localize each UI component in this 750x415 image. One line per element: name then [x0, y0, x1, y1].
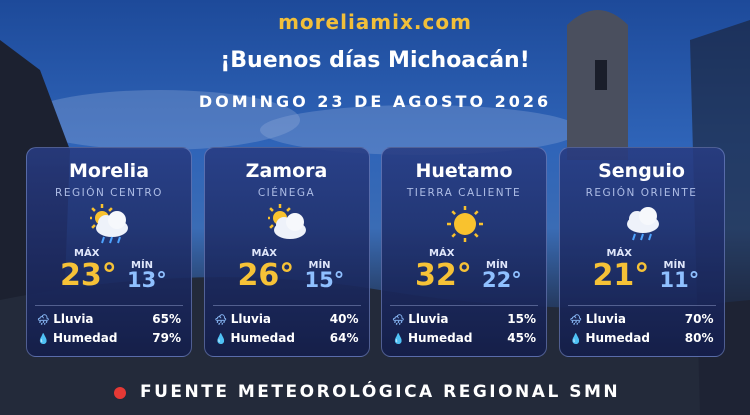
stat-row: 🌧 Lluvia 15% — [392, 312, 536, 326]
stat-value: 40% — [329, 312, 359, 326]
source: FUENTE METEOROLÓGICA REGIONAL SMN — [140, 382, 621, 402]
stat-value: 79% — [152, 331, 181, 345]
stat-value: 64% — [329, 331, 359, 345]
stat-icon: 🌧 — [214, 315, 231, 326]
date: DOMINGO 23 DE AGOSTO 2026 — [198, 92, 552, 111]
stat-label: Lluvia — [230, 312, 272, 326]
max-label: MÁX — [429, 248, 455, 259]
stat-value: 15% — [507, 312, 536, 326]
min-label: MÍN — [131, 260, 154, 271]
stat-label: Lluvia — [408, 312, 449, 326]
weather-icon — [623, 204, 665, 250]
city-card: Huetamo TIERRA CALIENTE MÁX 32° MÍN 22° 🌧 Lluv… — [381, 147, 547, 357]
red-dot — [114, 387, 126, 399]
stat-icon: 💧 — [392, 334, 408, 345]
stat-row: 💧 Humedad 64% — [215, 331, 359, 345]
max-label: MÁX — [74, 248, 100, 259]
stat-value: 65% — [152, 312, 181, 326]
min-temp: 22° — [482, 268, 522, 292]
stat-row: 🌧 Lluvia 40% — [215, 312, 359, 326]
city-name: Senguio — [598, 160, 685, 182]
stat-row: 🌧 Lluvia 70% — [570, 312, 714, 326]
region: CIÉNEGA — [257, 187, 316, 199]
city-name: Zamora — [245, 160, 328, 182]
region: REGIÓN ORIENTE — [585, 187, 698, 199]
stat-value: 45% — [507, 331, 536, 345]
max-temp: 23° — [60, 258, 117, 293]
icon — [447, 206, 483, 242]
max-label: MÁX — [251, 248, 277, 259]
stat-icon: 💧 — [214, 334, 231, 345]
stat-label: Lluvia — [585, 312, 627, 326]
weather-icon — [445, 204, 487, 250]
site-name: moreliamix.com — [278, 10, 472, 34]
city-card: Zamora CIÉNEGA MÁX 26° MÍN 15° 🌧 Lluvia 40% 💧 Hu… — [203, 147, 370, 357]
city-card: Senguio REGIÓN ORIENTE MÁX 21° MÍN 11° 🌧 Lluvi… — [558, 147, 725, 357]
icon — [88, 204, 128, 244]
stat-row: 💧 Humedad 80% — [570, 331, 714, 345]
stat-icon: 💧 — [569, 334, 586, 345]
stat-label: Lluvia — [53, 312, 94, 326]
max-temp: 32° — [415, 258, 472, 293]
stat-value: 70% — [684, 312, 714, 326]
city-name: Huetamo — [415, 160, 513, 182]
icon — [265, 204, 306, 239]
stat-row: 💧 Humedad 79% — [37, 331, 181, 345]
min-label: MÍN — [486, 260, 509, 271]
max-label: MÁX — [606, 248, 632, 259]
stat-icon: 💧 — [37, 334, 53, 345]
min-temp: 13° — [127, 268, 167, 292]
weather-icon — [265, 204, 310, 250]
stat-row: 💧 Humedad 45% — [392, 331, 536, 345]
separator — [567, 305, 716, 306]
city-card: Morelia REGIÓN CENTRO MÁX 23° MÍN 13° 🌧 Lluvia… — [26, 147, 192, 357]
stat-label: Humedad — [585, 331, 650, 345]
min-temp: 11° — [659, 268, 700, 292]
max-temp: 26° — [237, 258, 295, 293]
stat-icon: 🌧 — [392, 315, 409, 326]
stat-label: Humedad — [52, 331, 118, 345]
min-label: MÍN — [663, 260, 686, 271]
stat-icon: 🌧 — [569, 315, 586, 326]
stat-row: 🌧 Lluvia 65% — [37, 312, 181, 326]
region: TIERRA CALIENTE — [406, 187, 522, 199]
separator — [212, 305, 361, 306]
separator — [390, 305, 538, 306]
icon — [626, 207, 659, 241]
min-temp: 15° — [304, 268, 345, 292]
city-name: Morelia — [68, 160, 150, 182]
stat-value: 80% — [684, 331, 714, 345]
stat-icon: 🌧 — [37, 315, 54, 326]
weather-icon — [88, 204, 132, 250]
stat-label: Humedad — [407, 331, 473, 345]
max-temp: 21° — [592, 258, 650, 293]
separator — [35, 305, 183, 306]
greeting: ¡Buenos días Michoacán! — [220, 48, 530, 73]
region: REGIÓN CENTRO — [55, 187, 163, 199]
stat-label: Humedad — [230, 331, 295, 345]
min-label: MÍN — [308, 260, 331, 271]
